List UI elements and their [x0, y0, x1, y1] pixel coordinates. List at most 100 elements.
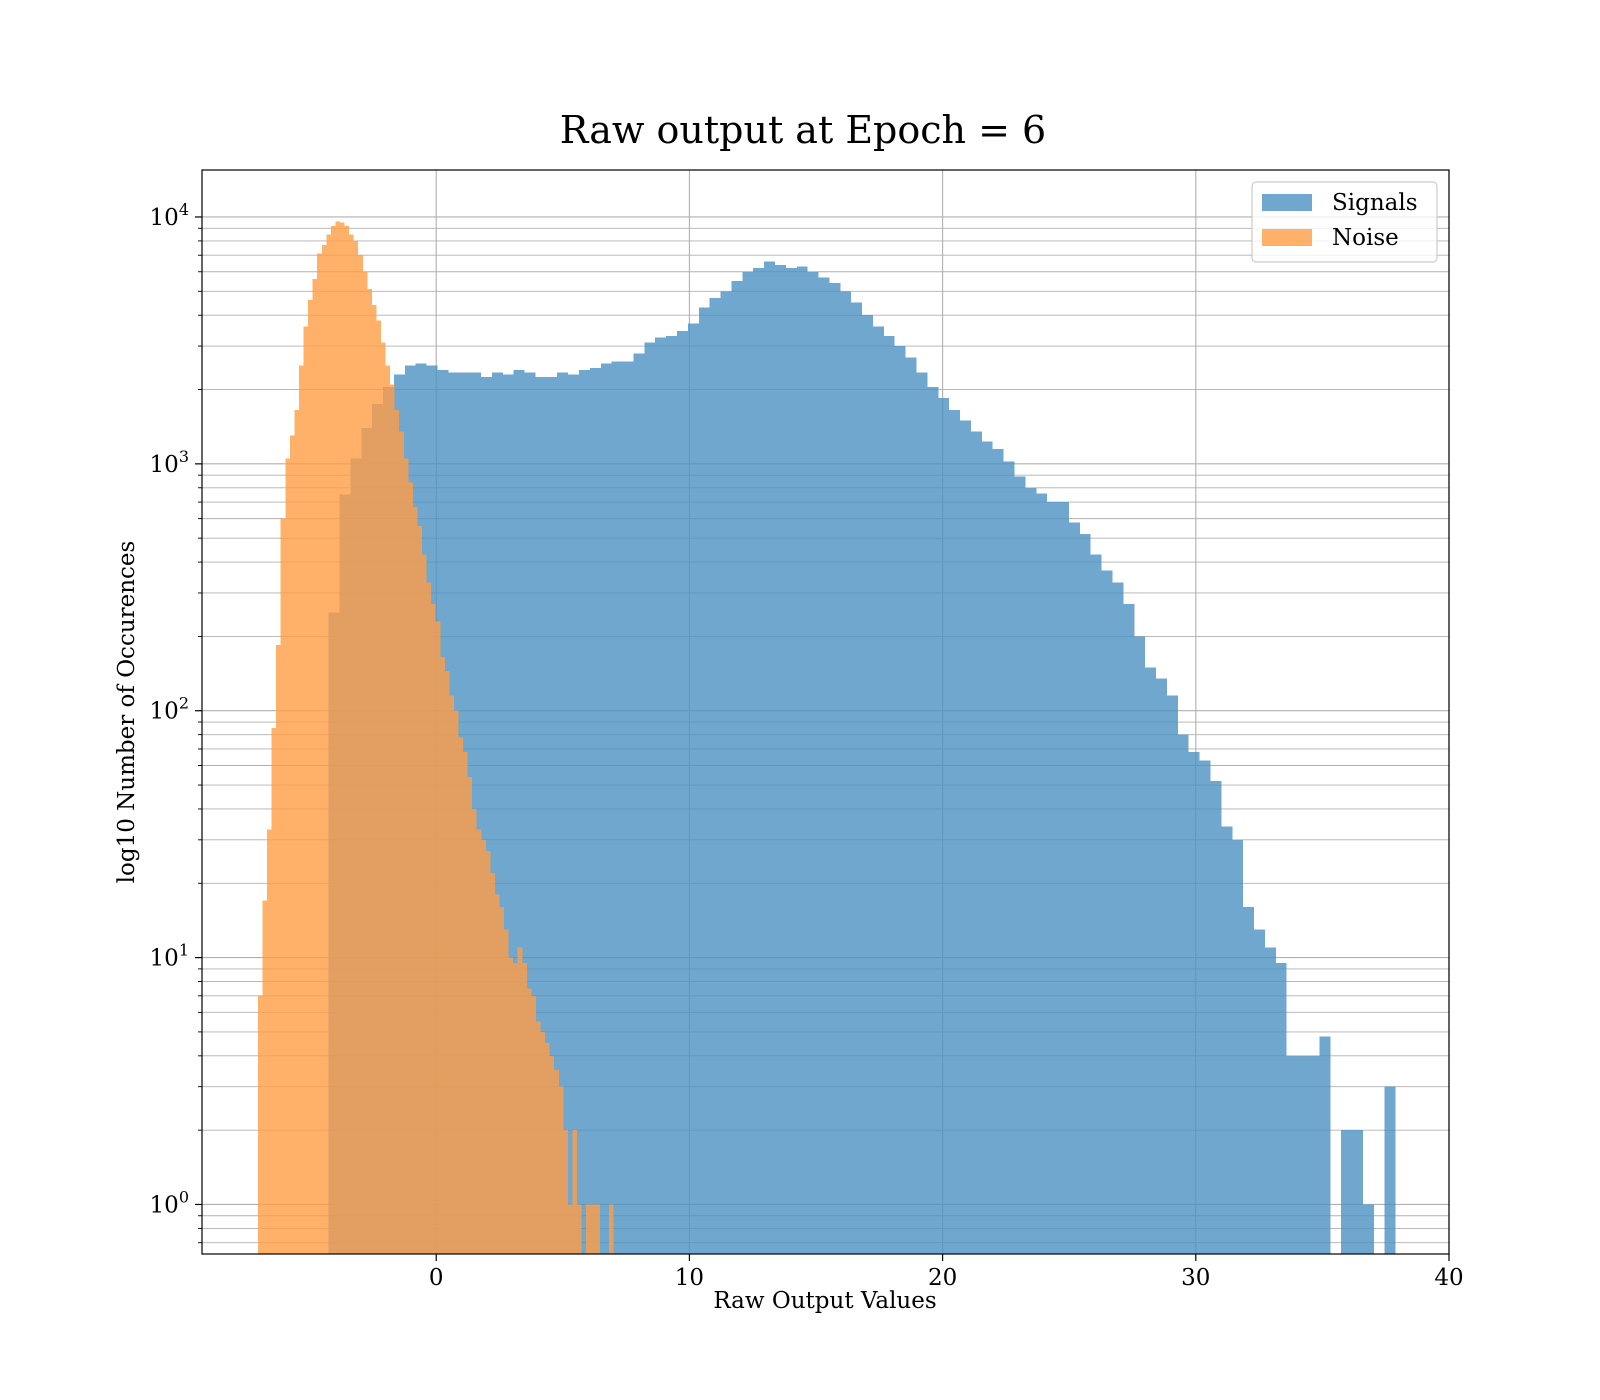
noise-bar [481, 839, 486, 1254]
noise-bar [558, 1086, 564, 1254]
signals-bar [1025, 487, 1037, 1255]
signals-bar [1319, 1036, 1331, 1254]
y-tick-label: 104 [150, 200, 189, 231]
noise-bar [326, 234, 331, 1254]
noise-bar [467, 776, 473, 1254]
x-tick-label: 20 [928, 1265, 957, 1291]
noise-bar [490, 873, 495, 1254]
signals-bar [883, 335, 895, 1254]
signals-bar [753, 268, 765, 1254]
legend-swatch-noise [1262, 229, 1312, 246]
signals-bar [513, 369, 525, 1254]
noise-bar [303, 326, 309, 1254]
noise-bar [476, 829, 482, 1254]
plot-frame [201, 169, 1450, 1255]
noise-bar [285, 458, 290, 1254]
signals-bar [785, 268, 797, 1254]
signals-bar [1199, 760, 1211, 1254]
signals-bar [1384, 1086, 1396, 1254]
noise-bar [390, 384, 395, 1254]
noise-bar [513, 963, 518, 1254]
noise-bar [376, 320, 382, 1254]
noise-bar [526, 988, 532, 1254]
signals-bar [1058, 502, 1069, 1254]
x-tick-label: 40 [1434, 1265, 1463, 1291]
noise-bar [417, 526, 423, 1254]
signals-bar [851, 302, 863, 1254]
noise-bar [399, 431, 404, 1254]
signals-bar [611, 361, 623, 1255]
noise-bar [540, 1031, 546, 1254]
noise-bar [522, 963, 527, 1254]
noise-bar [362, 271, 368, 1254]
noise-bar [339, 222, 345, 1255]
noise-bar [335, 221, 340, 1255]
noise-bar [590, 1204, 596, 1254]
signals-bar [818, 277, 830, 1254]
signals-bar [872, 326, 884, 1254]
signals-bar [1264, 947, 1276, 1254]
signals-bar [1068, 522, 1080, 1254]
noise-bar [353, 240, 359, 1254]
signals-bar [1352, 1130, 1363, 1254]
signals-bar [1221, 826, 1233, 1254]
noise-bar [403, 458, 409, 1254]
x-axis-ticks: 0 10 20 30 40 [429, 1254, 1464, 1291]
x-tick-label: 30 [1181, 1265, 1210, 1291]
noise-bar [435, 621, 441, 1254]
signals-bar [1275, 963, 1287, 1254]
legend-label-noise: Noise [1332, 225, 1399, 251]
signals-bar [1341, 1130, 1353, 1254]
y-tick-label: 102 [150, 694, 189, 725]
signals-bar [731, 281, 743, 1254]
signals-bar [764, 261, 775, 1255]
noise-bar [494, 894, 500, 1254]
x-axis-label: Raw Output Values [713, 1288, 936, 1314]
signals-bar [894, 346, 906, 1255]
noise-bar [280, 518, 286, 1254]
noise-bar [289, 435, 295, 1254]
noise-bar [586, 1204, 591, 1254]
noise-bar [294, 410, 299, 1255]
signals-bar [1079, 533, 1091, 1254]
signals-bar [720, 291, 732, 1254]
signals-bar [1090, 554, 1102, 1254]
noise-bar [298, 365, 304, 1254]
signals-bar [742, 271, 754, 1254]
signals-bar [698, 307, 710, 1255]
signals-bar [1134, 636, 1146, 1254]
noise-bar [321, 245, 327, 1255]
signals-bar [862, 315, 873, 1255]
signals-bar [589, 367, 601, 1254]
legend-label-signals: Signals [1332, 190, 1418, 216]
signals-bar [1188, 752, 1200, 1254]
signals-bar [949, 410, 961, 1255]
noise-bar [458, 737, 464, 1254]
signals-bar [568, 374, 580, 1255]
signals-bar [644, 342, 656, 1254]
noise-bar [576, 1204, 582, 1254]
signals-bar [1166, 695, 1178, 1254]
signals-bar [1112, 582, 1124, 1254]
noise-bar [276, 644, 281, 1254]
signals-bar [1254, 929, 1265, 1254]
noise-bar [408, 482, 413, 1255]
signals-bar [981, 441, 993, 1254]
signals-bar [687, 323, 699, 1254]
legend-swatch-signals [1262, 194, 1312, 211]
signals-bar [938, 397, 950, 1254]
noise-bar [358, 255, 363, 1254]
noise-bar [440, 657, 445, 1254]
noise-bar [426, 582, 432, 1254]
signals-bar [1123, 604, 1135, 1254]
y-tick-label: 101 [150, 941, 189, 972]
signals-bar [970, 431, 982, 1254]
noise-bar [367, 289, 372, 1254]
signals-bar [1232, 839, 1244, 1254]
y-axis-label: log10 Number of Occurences [114, 541, 140, 884]
y-axis-ticks: 100 101 102 103 104 [150, 200, 202, 1244]
noise-bar [508, 957, 514, 1254]
noise-bar [422, 554, 427, 1254]
signals-bar [1036, 493, 1048, 1254]
